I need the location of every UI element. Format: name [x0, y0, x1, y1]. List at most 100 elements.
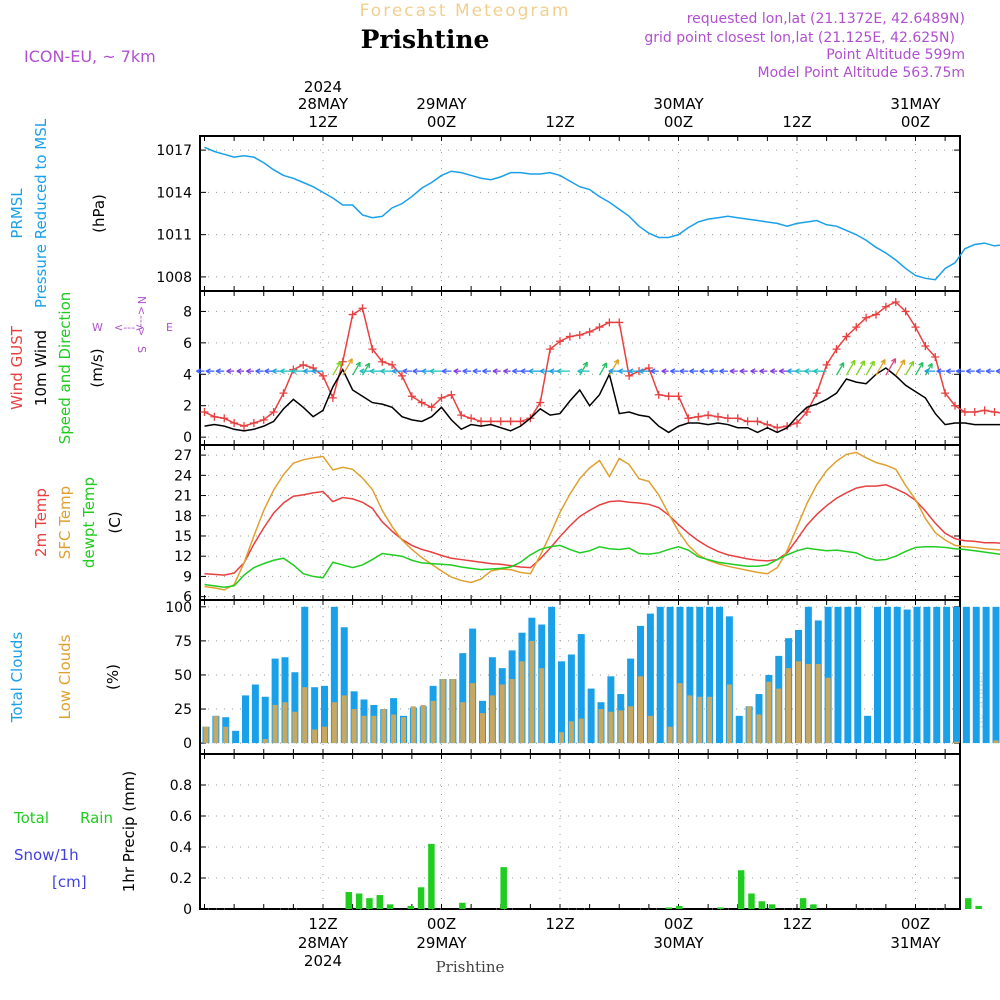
gust-marker	[269, 408, 278, 416]
wind-arrow-head	[421, 368, 427, 374]
panel-temperature: 6 9 12 15 18 21 24 27	[174, 444, 1000, 606]
bar-total-cloud	[242, 695, 249, 744]
bottom-hour-label: 00Z	[901, 915, 930, 933]
gust-marker	[279, 389, 288, 398]
bar-precip	[500, 867, 507, 909]
gust-marker	[970, 408, 979, 416]
wind-arrow-head	[661, 368, 667, 374]
y-axis-labels: PRMSL Pressure Reduced to MSL (hPa) Wind GU…	[8, 118, 173, 892]
gust-marker	[615, 318, 624, 327]
bar-total-cloud	[844, 606, 852, 744]
gust-marker	[951, 401, 959, 410]
wind-arrow	[352, 361, 361, 376]
bar-precip	[768, 904, 776, 909]
bar-low-cloud	[687, 695, 693, 744]
wind-arrow-head	[869, 360, 875, 367]
bar-total-cloud	[874, 606, 881, 744]
series-line-prmsl	[204, 146, 1000, 281]
wind-arrow-head	[608, 368, 614, 374]
wind-arrow-head	[628, 368, 634, 374]
legend-rain: Rain	[80, 809, 113, 827]
y-tick-label: 0	[183, 736, 192, 752]
gust-marker	[980, 406, 989, 415]
gust-marker	[299, 360, 308, 369]
bar-total-cloud	[706, 606, 714, 744]
gust-marker	[417, 398, 426, 407]
wind-arrow-head	[255, 368, 261, 374]
y-tick-label: 18	[174, 509, 192, 525]
gust-marker	[822, 360, 831, 369]
bar-low-cloud	[213, 715, 219, 744]
gust-marker	[427, 403, 436, 412]
bar-precip	[799, 898, 807, 909]
wind-arrow-head	[670, 368, 676, 374]
gust-marker	[240, 422, 248, 431]
gust-marker	[654, 390, 663, 399]
wind-arrow-head	[453, 368, 459, 374]
legend-total: Total	[13, 809, 49, 827]
bar-low-cloud	[726, 684, 732, 744]
gust-marker	[783, 422, 792, 431]
wind-arrow-head	[291, 368, 297, 374]
y-tick-label: 21	[174, 489, 192, 505]
y-label: 1hr Precip (mm)	[120, 771, 138, 892]
series-line-sfc-temp	[204, 451, 1000, 591]
gust-marker	[407, 392, 416, 401]
bar-total-cloud	[321, 685, 328, 744]
bar-total-cloud	[824, 606, 832, 744]
gust-marker	[723, 414, 732, 423]
bar-low-cloud	[529, 640, 535, 744]
wind-arrow-head	[556, 368, 562, 374]
bar-precip	[675, 905, 683, 909]
series-line-10m-wind	[204, 367, 1000, 434]
wind-arrow-head	[759, 368, 765, 374]
compass-east-label: E	[166, 321, 173, 334]
bar-total-cloud	[548, 606, 556, 744]
wind-arrow	[865, 360, 875, 376]
wind-arrow-head	[311, 368, 317, 374]
y-label: Pressure Reduced to MSL	[32, 118, 50, 308]
y-tick-label: 15	[174, 529, 192, 545]
wind-arrow-head	[850, 359, 856, 366]
bar-low-cloud	[697, 696, 703, 744]
wind-arrow-head	[380, 368, 386, 374]
compass-north-label: N	[135, 296, 148, 304]
gust-marker	[348, 310, 357, 319]
wind-arrow-head	[336, 361, 342, 367]
bar-precip	[386, 904, 394, 909]
wind-arrow-head	[804, 368, 810, 374]
y-tick-label: 0.4	[170, 840, 192, 856]
bar-low-cloud	[667, 726, 673, 744]
y-tick-label: 0	[183, 902, 192, 918]
bar-total-cloud	[301, 606, 309, 744]
bar-low-cloud	[292, 711, 298, 744]
gust-marker	[595, 323, 604, 332]
bar-low-cloud	[805, 664, 811, 744]
wind-arrow-head	[482, 368, 488, 374]
gust-marker	[358, 304, 367, 313]
y-tick-label: 1014	[156, 185, 192, 201]
gust-marker	[210, 412, 219, 421]
bar-total-cloud	[567, 654, 575, 744]
bar-low-cloud	[450, 679, 456, 744]
bar-low-cloud	[302, 687, 308, 744]
gust-marker	[378, 357, 387, 366]
bottom-hour-label: 12Z	[308, 915, 337, 933]
wind-arrow-head	[985, 368, 991, 374]
footer-location: Prishtine	[436, 958, 505, 976]
bar-low-cloud	[351, 709, 357, 744]
chart-subtitle: Forecast Meteogram	[360, 1, 571, 21]
bar-low-cloud	[223, 726, 229, 744]
wind-arrow-head	[786, 368, 792, 374]
bar-total-cloud	[943, 606, 951, 744]
y-tick-label: 25	[174, 702, 192, 718]
gust-marker	[714, 412, 722, 421]
gust-marker	[328, 393, 337, 402]
bar-low-cloud	[331, 702, 337, 744]
gust-marker	[319, 371, 327, 380]
gust-marker	[960, 408, 969, 416]
gust-marker	[565, 332, 574, 341]
gust-marker	[496, 417, 505, 426]
bar-total-cloud	[271, 658, 279, 744]
